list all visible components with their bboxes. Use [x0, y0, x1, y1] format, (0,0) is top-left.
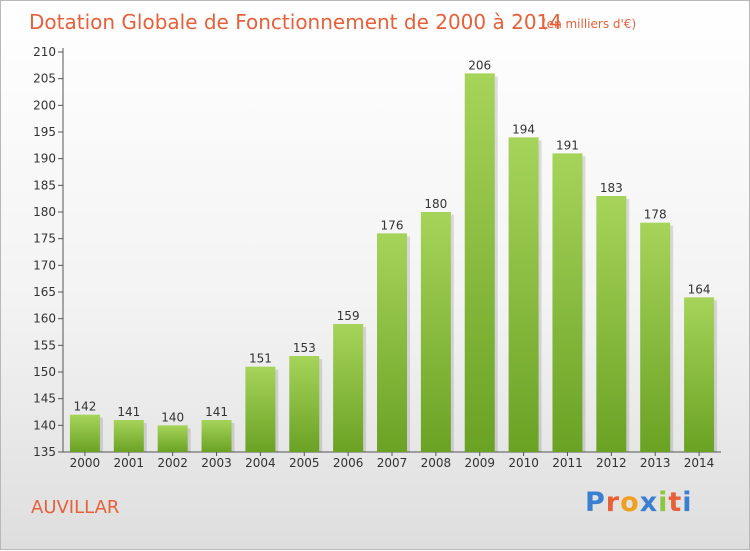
x-tick-label: 2010	[508, 456, 539, 470]
bar-2012	[596, 196, 627, 452]
logo-letter: P	[585, 487, 606, 518]
bar-value-label: 141	[117, 405, 140, 419]
y-tick-label: 135	[33, 445, 56, 459]
logo-letter: x	[639, 487, 659, 518]
x-tick-label: 2003	[201, 456, 232, 470]
y-tick-label: 190	[33, 152, 56, 166]
bar-value-label: 183	[600, 181, 623, 195]
logo-letter: r	[605, 487, 621, 518]
y-tick-label: 150	[33, 365, 56, 379]
bar-2009	[464, 73, 495, 452]
bar-2000	[69, 414, 100, 452]
logo-letter: t	[668, 487, 683, 518]
x-tick-label: 2012	[596, 456, 627, 470]
bar-2013	[640, 222, 671, 452]
bar-2011	[552, 153, 583, 453]
y-tick-label: 180	[33, 205, 56, 219]
bar-2003	[201, 420, 232, 452]
x-tick-label: 2006	[333, 456, 364, 470]
x-tick-label: 2013	[640, 456, 671, 470]
x-tick-label: 2007	[377, 456, 408, 470]
x-tick-label: 2011	[552, 456, 583, 470]
bar-2014	[684, 297, 715, 452]
y-tick-label: 205	[33, 72, 56, 86]
logo-letter: o	[620, 487, 640, 518]
bar-2001	[113, 420, 144, 452]
y-tick-label: 185	[33, 178, 56, 192]
x-tick-label: 2005	[289, 456, 320, 470]
proxiti-logo: Proxiti	[585, 487, 693, 518]
bar-value-label: 206	[468, 58, 491, 72]
bar-2007	[377, 233, 407, 452]
chart-title: Dotation Globale de Fonctionnement de 20…	[29, 10, 562, 34]
x-tick-label: 2004	[245, 456, 276, 470]
commune-name: AUVILLAR	[31, 497, 120, 518]
bar-value-label: 178	[644, 208, 667, 222]
bar-value-label: 151	[249, 352, 272, 366]
bar-value-label: 159	[337, 309, 360, 323]
bar-value-label: 191	[556, 138, 579, 152]
x-tick-label: 2001	[114, 456, 145, 470]
bar-2006	[333, 324, 364, 452]
y-tick-label: 195	[33, 125, 56, 139]
x-tick-label: 2008	[421, 456, 452, 470]
x-tick-label: 2002	[157, 456, 188, 470]
x-tick-label: 2000	[70, 456, 101, 470]
logo-letter: i	[682, 487, 693, 518]
x-tick-label: 2009	[464, 456, 495, 470]
y-axis: 135 140 145 150 155 160 165 170 175 180 185 190 195 2…	[33, 45, 64, 459]
bar-value-label: 140	[161, 410, 184, 424]
y-tick-label: 210	[33, 45, 56, 59]
bar-2002	[157, 425, 188, 452]
x-tick-label: 2014	[684, 456, 715, 470]
x-axis: 2000 2001 2002 2003 2004 2005 2006 2007 2008 2009…	[63, 451, 721, 470]
y-tick-label: 170	[33, 258, 56, 272]
y-tick-label: 175	[33, 232, 56, 246]
logo-letter: i	[658, 487, 669, 518]
bar-value-label: 142	[73, 400, 96, 414]
bar-value-label: 194	[512, 122, 535, 136]
bar-2004	[245, 366, 276, 452]
y-tick-label: 145	[33, 392, 56, 406]
bar-value-label: 153	[293, 341, 316, 355]
bar-value-label: 180	[424, 197, 447, 211]
y-tick-label: 160	[33, 312, 56, 326]
bar-value-label: 176	[381, 218, 404, 232]
y-tick-label: 140	[33, 418, 56, 432]
bar-2008	[420, 212, 451, 452]
bar-value-label: 141	[205, 405, 228, 419]
y-tick-label: 200	[33, 98, 56, 112]
bar-2005	[289, 356, 320, 452]
chart-subtitle: (en milliers d'€)	[542, 17, 637, 31]
bars: 142 141 140 141 151 153 159 176 180 206 194 191 183 1…	[69, 58, 718, 453]
y-tick-label: 165	[33, 285, 56, 299]
y-tick-label: 155	[33, 338, 56, 352]
bar-value-label: 164	[688, 282, 711, 296]
bar-2010	[508, 137, 539, 453]
